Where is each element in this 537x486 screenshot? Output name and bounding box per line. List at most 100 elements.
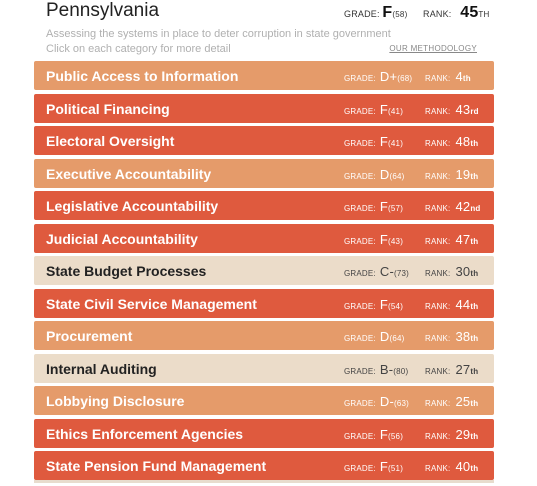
grade-label: GRADE: [344,171,376,181]
category-name: Procurement [46,328,133,344]
rank-label: RANK: [425,334,451,343]
rank-value: 4 [455,69,463,84]
category-row[interactable]: Electoral Oversight GRADE: F(41) RANK: 48th [34,126,494,155]
grade-value: B- [379,361,394,377]
instruction-text: Click on each category for more detail [46,43,231,55]
grade-label: GRADE: [344,204,376,213]
category-row[interactable]: Legislative Accountability GRADE: F(57) RAN… [34,191,494,220]
overall-rank-label: RANK: [423,9,452,19]
category-name: Lobbying Disclosure [46,393,185,409]
grade-value: F [379,231,389,247]
rank-value: 25 [455,394,471,409]
category-row[interactable]: Public Access to Information GRADE: D+(68)… [34,61,494,90]
grade-value: F [379,459,389,474]
category-row[interactable]: State Civil Service Management GRADE: F(54… [34,288,494,318]
category-grade: GRADE: F(57) [344,199,403,214]
category-rank: RANK: 29th [425,427,478,442]
category-rank: RANK: 48th [425,134,478,149]
grade-score: (41) [388,139,404,148]
rank-suffix: rd [470,106,479,116]
grade-score: (51) [388,464,404,473]
category-row[interactable]: Procurement GRADE: D(64) RANK: 38th [34,321,494,350]
overall-grade-value: F [382,4,393,21]
grade-value: D- [379,394,394,409]
category-name: Legislative Accountability [46,198,219,214]
category-rank: RANK: 47th [425,232,478,247]
rank-label: RANK: [425,366,451,376]
rank-label: RANK: [425,464,451,473]
grade-score: (63) [394,399,410,408]
grade-label: GRADE: [344,74,376,83]
grade-value: D [379,166,390,182]
category-name: Electoral Oversight [46,133,175,149]
category-grade: GRADE: B-(80) [344,362,408,377]
rank-label: RANK: [425,74,451,83]
grade-score: (73) [394,269,410,278]
state-header: Pennsylvania GRADE: F(58) RANK: 45TH Ass… [46,0,494,58]
grade-value: F [379,296,389,312]
category-rank: RANK: 42nd [425,199,481,214]
grade-score: (43) [388,236,404,246]
category-grade: GRADE: D(64) [344,167,405,182]
category-row[interactable]: State Budget Processes GRADE: C-(73) RANK: 3… [34,256,494,285]
category-row[interactable]: Judicial Accountability GRADE: F(43) RANK: 4… [34,223,494,253]
category-row[interactable]: Ethics Enforcement Agencies GRADE: F(56) RA… [34,418,494,448]
overall-grade-score: (58) [392,10,408,19]
grade-label: GRADE: [344,139,376,148]
category-row[interactable]: Lobbying Disclosure GRADE: D-(63) RANK: 25th [34,386,494,415]
rank-value: 44 [455,296,471,312]
grade-label: GRADE: [344,334,376,343]
list-bottom-edge [34,480,494,483]
grade-label: GRADE: [344,399,376,408]
category-grade: GRADE: F(56) [344,427,403,442]
category-rank: RANK: 40th [425,459,478,474]
rank-label: RANK: [425,204,451,213]
category-row[interactable]: Political Financing GRADE: F(41) RANK: 43rd [34,93,494,123]
grade-value: C- [379,264,394,279]
grade-score: (80) [393,366,409,376]
category-list: Public Access to Information GRADE: D+(68)… [34,61,494,484]
category-row[interactable]: State Pension Fund Management GRADE: F(51)… [34,451,494,480]
rank-label: RANK: [425,171,451,181]
category-name: Internal Auditing [46,360,157,377]
category-name: State Civil Service Management [46,295,257,312]
grade-label: GRADE: [344,236,376,246]
rank-label: RANK: [425,106,451,116]
rank-label: RANK: [425,236,451,246]
rank-value: 19 [455,166,471,182]
category-row[interactable]: Executive Accountability GRADE: D(64) RANK:… [34,158,494,188]
rank-suffix: th [470,269,479,278]
rank-suffix: th [470,236,479,246]
grade-score: (64) [389,334,405,343]
category-name: State Budget Processes [46,263,207,279]
grade-value: F [379,134,389,149]
grade-value: F [379,199,389,214]
category-grade: GRADE: F(43) [344,232,403,247]
category-name: State Pension Fund Management [46,458,267,474]
category-name: Executive Accountability [46,165,212,182]
rank-value: 48 [455,134,471,149]
grade-value: F [379,426,389,442]
grade-score: (41) [388,106,404,116]
grade-score: (54) [388,301,404,311]
category-grade: GRADE: C-(73) [344,264,409,279]
category-grade: GRADE: F(54) [344,297,403,312]
grade-score: (64) [389,171,405,181]
methodology-link[interactable]: OUR METHODOLOGY [389,44,477,53]
grade-label: GRADE: [344,106,376,116]
rank-value: 47 [455,231,471,247]
rank-label: RANK: [425,301,451,311]
rank-value: 29 [455,426,471,442]
overall-rank-value: 45 [460,4,479,21]
category-row[interactable]: Internal Auditing GRADE: B-(80) RANK: 27th [34,353,494,383]
rank-value: 38 [455,329,471,344]
rank-suffix: th [470,301,479,311]
category-name: Political Financing [46,100,170,117]
rank-value: 42 [455,199,471,214]
grade-label: GRADE: [344,301,376,311]
category-name: Ethics Enforcement Agencies [46,425,244,442]
category-rank: RANK: 43rd [425,102,479,117]
rank-suffix: th [470,464,479,473]
subtitle: Assessing the systems in place to deter … [46,28,391,40]
rank-suffix: th [470,334,479,343]
